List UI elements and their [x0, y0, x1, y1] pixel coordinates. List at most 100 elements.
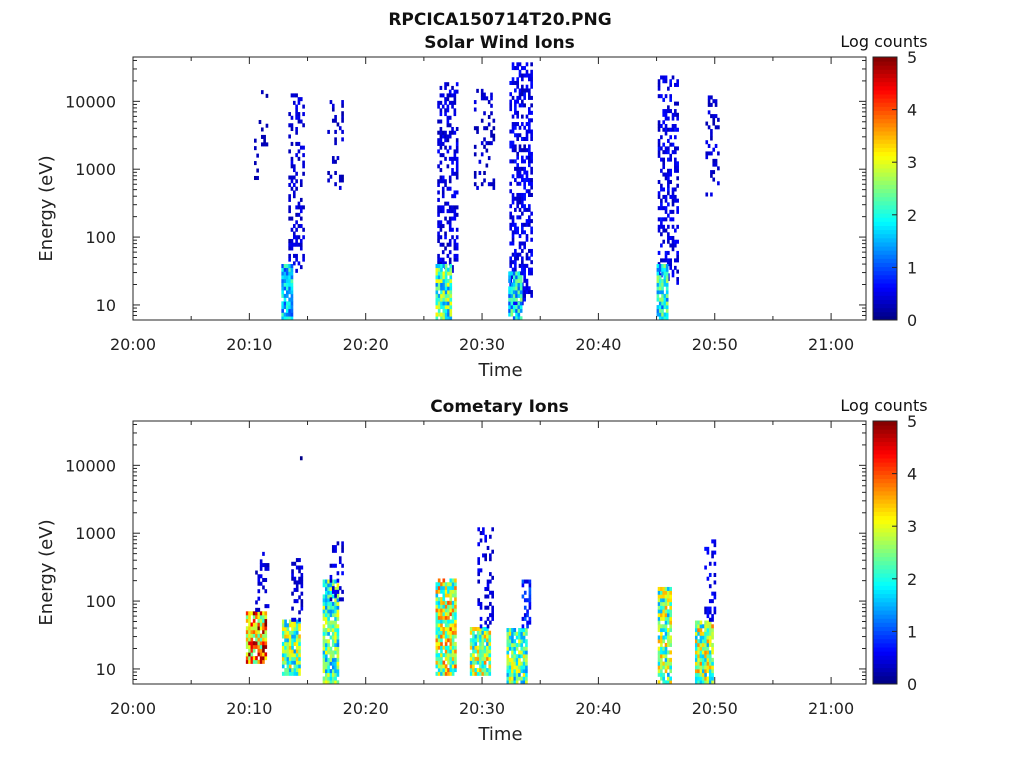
heatmap-cell	[444, 275, 448, 280]
heatmap-cell	[674, 161, 677, 166]
heatmap-cell	[281, 671, 285, 676]
heatmap-cell	[525, 170, 529, 175]
heatmap-cell	[516, 163, 519, 168]
heatmap-cell	[324, 672, 328, 677]
heatmap-cell	[656, 278, 660, 283]
heatmap-cell	[444, 582, 448, 587]
heatmap-cell	[518, 669, 521, 674]
heatmap-cell	[664, 586, 668, 591]
heatmap-cell	[449, 634, 453, 639]
heatmap-cell	[480, 96, 484, 101]
heatmap-cell	[710, 102, 713, 107]
heatmap-cell	[523, 278, 526, 283]
heatmap-cell	[449, 582, 453, 587]
heatmap-cell	[665, 271, 669, 276]
heatmap-cell	[448, 156, 452, 161]
heatmap-cell	[298, 668, 301, 673]
heatmap-cell	[295, 671, 299, 676]
heatmap-cell	[329, 590, 333, 595]
heatmap-cell	[448, 227, 452, 232]
heatmap-cell	[262, 633, 265, 638]
heatmap-cell	[713, 550, 717, 555]
heatmap-cell	[435, 671, 439, 676]
heatmap-cell	[444, 615, 448, 620]
heatmap-cell	[674, 146, 677, 151]
heatmap-cell	[528, 204, 531, 209]
heatmap-cell	[525, 222, 529, 227]
heatmap-cell	[664, 194, 668, 199]
heatmap-cell	[519, 305, 523, 310]
heatmap-cell	[444, 82, 447, 87]
heatmap-cell	[295, 130, 298, 135]
heatmap-cell	[262, 656, 265, 661]
heatmap-cell	[288, 645, 292, 650]
colorbar-step	[873, 291, 897, 296]
heatmap-cell	[662, 639, 666, 644]
heatmap-cell	[322, 616, 326, 621]
heatmap-cell	[447, 316, 450, 320]
heatmap-cell	[447, 634, 450, 639]
colorbar-title: Log counts	[840, 32, 927, 51]
heatmap-cell	[506, 628, 510, 633]
heatmap-cell	[329, 661, 333, 666]
heatmap-cell	[449, 316, 453, 320]
heatmap-cell	[476, 88, 479, 93]
heatmap-cell	[334, 672, 337, 677]
heatmap-cell	[518, 95, 522, 100]
heatmap-cell	[437, 209, 440, 214]
colorbar-step	[873, 560, 897, 566]
figure-title: RPCICA150714T20.PNG	[388, 10, 611, 30]
heatmap-cell	[334, 579, 337, 584]
heatmap-cell	[447, 267, 450, 272]
heatmap-cell	[334, 609, 337, 614]
heatmap-cell	[435, 656, 439, 661]
heatmap-cell	[706, 661, 710, 666]
heatmap-cell	[710, 173, 713, 178]
heatmap-cell	[295, 104, 298, 109]
heatmap-cell	[439, 160, 443, 165]
heatmap-cell	[476, 638, 480, 643]
heatmap-cell	[662, 650, 666, 655]
heatmap-cell	[331, 650, 335, 655]
heatmap-cell	[455, 212, 459, 217]
heatmap-cell	[518, 125, 522, 130]
heatmap-cell	[518, 69, 522, 74]
heatmap-cell	[662, 194, 666, 199]
heatmap-cell	[297, 141, 301, 146]
heatmap-cell	[283, 271, 287, 276]
heatmap-cell	[511, 642, 514, 647]
heatmap-cell	[515, 672, 519, 677]
heatmap-cell	[509, 107, 513, 112]
heatmap-cell	[519, 282, 523, 287]
heatmap-cell	[297, 149, 301, 154]
heatmap-cell	[479, 660, 482, 665]
heatmap-cell	[481, 626, 485, 632]
heatmap-cell	[435, 267, 439, 272]
heatmap-cell	[526, 609, 529, 614]
heatmap-cell	[669, 157, 672, 162]
heatmap-cell	[717, 181, 720, 186]
heatmap-cell	[485, 141, 489, 146]
colorbar-step	[873, 466, 897, 471]
heatmap-cell	[442, 597, 446, 602]
heatmap-cell	[488, 649, 492, 654]
heatmap-cell	[300, 576, 304, 581]
heatmap-cell	[281, 664, 285, 669]
heatmap-cell	[667, 191, 670, 196]
heatmap-cell	[671, 235, 675, 241]
heatmap-cell	[488, 641, 492, 646]
heatmap-cell	[518, 181, 522, 186]
heatmap-cell	[526, 624, 529, 629]
heatmap-cell	[262, 563, 265, 568]
heatmap-cell	[523, 297, 526, 302]
heatmap-cell	[657, 179, 661, 185]
heatmap-cell	[453, 108, 457, 113]
heatmap-cell	[295, 220, 298, 225]
heatmap-cell	[664, 657, 668, 662]
heatmap-cell	[440, 597, 443, 602]
heatmap-cell	[451, 649, 455, 654]
x-tick-label: 20:20	[343, 699, 389, 718]
heatmap-cell	[657, 665, 661, 670]
heatmap-cell	[439, 134, 443, 139]
colorbar-step	[873, 159, 897, 165]
